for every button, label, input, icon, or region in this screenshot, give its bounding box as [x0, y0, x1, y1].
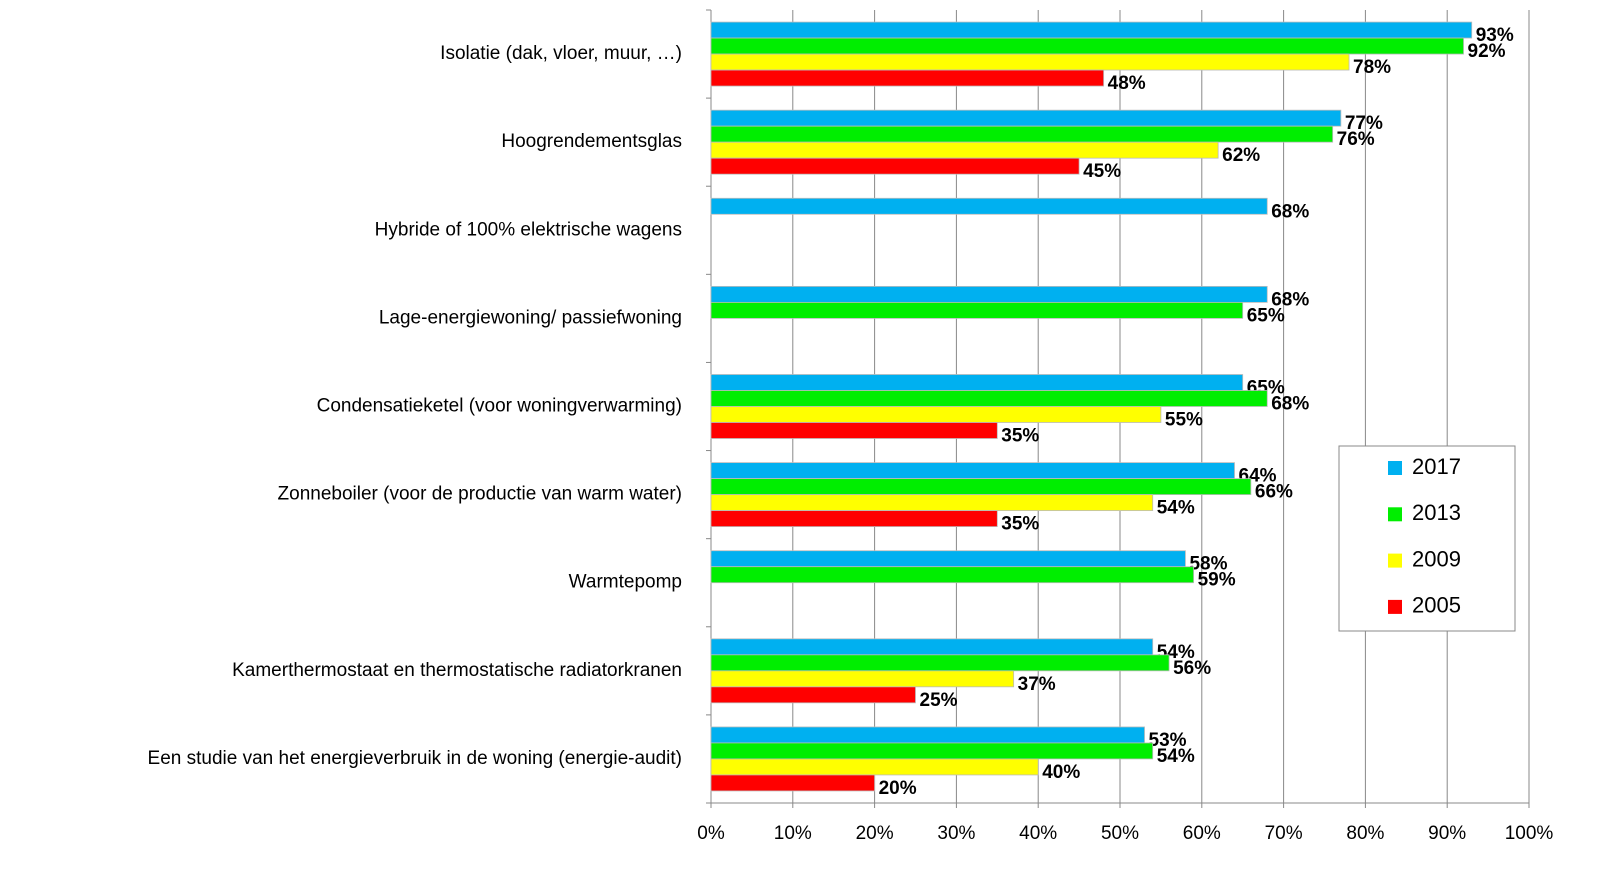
value-label: 45%: [1083, 161, 1121, 182]
bar: [710, 422, 998, 439]
legend-swatch: [1388, 507, 1402, 522]
bar: [710, 37, 1464, 55]
bar: [710, 109, 1342, 127]
value-label: 37%: [1018, 674, 1056, 695]
bar: [710, 638, 1154, 656]
bar: [710, 510, 998, 528]
value-label: 25%: [920, 690, 958, 711]
x-tick-label: 40%: [1019, 823, 1057, 844]
bar: [710, 21, 1473, 39]
bar: [710, 494, 1154, 512]
y-tick-label: Isolatie (dak, vloer, muur, …): [440, 43, 682, 64]
value-label: 68%: [1271, 289, 1309, 310]
value-label: 62%: [1222, 145, 1260, 166]
legend-box: [1338, 445, 1516, 632]
y-tick-label: Een studie van het energieverbruik in de…: [148, 748, 682, 769]
bar: [710, 125, 1334, 143]
value-label: 68%: [1271, 201, 1309, 222]
value-label: 58%: [1189, 554, 1227, 575]
bar: [710, 141, 1219, 159]
y-tick-label: Hybride of 100% elektrische wagens: [375, 219, 682, 240]
value-label: 65%: [1247, 305, 1285, 326]
bar: [710, 478, 1252, 496]
value-label: 48%: [1108, 73, 1146, 94]
value-label: 92%: [1468, 41, 1506, 62]
x-tick-label: 60%: [1183, 823, 1221, 844]
bar: [710, 69, 1105, 87]
x-tick-label: 20%: [856, 823, 894, 844]
value-label: 35%: [1001, 426, 1039, 447]
legend-label: 2009: [1412, 546, 1461, 571]
x-tick-label: 70%: [1265, 823, 1303, 844]
x-tick-label: 80%: [1346, 823, 1384, 844]
bar: [710, 390, 1268, 407]
value-label: 35%: [1001, 514, 1039, 535]
bar: [710, 374, 1244, 391]
legend: 2017 2013 2009 2005: [1338, 445, 1516, 632]
bar: [710, 670, 1015, 688]
legend-label: 2005: [1412, 593, 1461, 618]
y-tick-label: Zonneboiler (voor de productie van warm …: [278, 484, 682, 505]
legend-swatch: [1388, 553, 1402, 568]
value-label: 20%: [879, 778, 917, 799]
value-label: 59%: [1198, 570, 1236, 591]
x-tick-label: 50%: [1101, 823, 1139, 844]
value-label: 78%: [1353, 57, 1391, 78]
x-tick-label: 100%: [1505, 823, 1554, 844]
legend-swatch: [1388, 461, 1402, 475]
x-tick-label: 10%: [774, 823, 812, 844]
value-label: 53%: [1149, 730, 1187, 751]
bar: [710, 197, 1268, 215]
bar: [710, 742, 1154, 760]
bar: [710, 157, 1080, 175]
legend-swatch: [1388, 599, 1402, 614]
bar: [710, 774, 876, 792]
x-tick-label: 0%: [697, 823, 725, 844]
bar: [710, 406, 1162, 423]
bar: [710, 53, 1350, 71]
bar: [710, 566, 1195, 584]
bar: [710, 686, 916, 704]
value-label: 56%: [1173, 658, 1211, 679]
value-label: 54%: [1157, 498, 1195, 519]
x-tick-label: 30%: [937, 823, 975, 844]
x-tick-label: 90%: [1428, 823, 1466, 844]
bar: [710, 726, 1145, 744]
value-label: 77%: [1345, 113, 1383, 134]
value-label: 93%: [1476, 25, 1514, 46]
bar: [710, 462, 1235, 480]
bar: [710, 654, 1170, 672]
value-label: 40%: [1042, 762, 1080, 783]
value-label: 66%: [1255, 482, 1293, 503]
bar: [710, 550, 1186, 568]
legend-label: 2017: [1412, 454, 1461, 479]
legend-label: 2013: [1412, 500, 1461, 525]
value-label: 68%: [1271, 394, 1309, 415]
y-tick-label: Kamerthermostaat en thermostatische radi…: [232, 660, 682, 681]
bar: [710, 301, 1244, 319]
y-tick-label: Warmtepomp: [569, 572, 682, 593]
bar: [710, 758, 1039, 776]
value-label: 76%: [1337, 129, 1375, 150]
y-tick-label: Condensatieketel (voor woningverwarming): [317, 396, 682, 417]
value-label: 55%: [1165, 410, 1203, 431]
y-tick-label: Lage-energiewoning/ passiefwoning: [379, 307, 682, 328]
value-label: 54%: [1157, 746, 1195, 767]
bar: [710, 285, 1268, 303]
y-tick-label: Hoogrendementsglas: [501, 131, 682, 152]
